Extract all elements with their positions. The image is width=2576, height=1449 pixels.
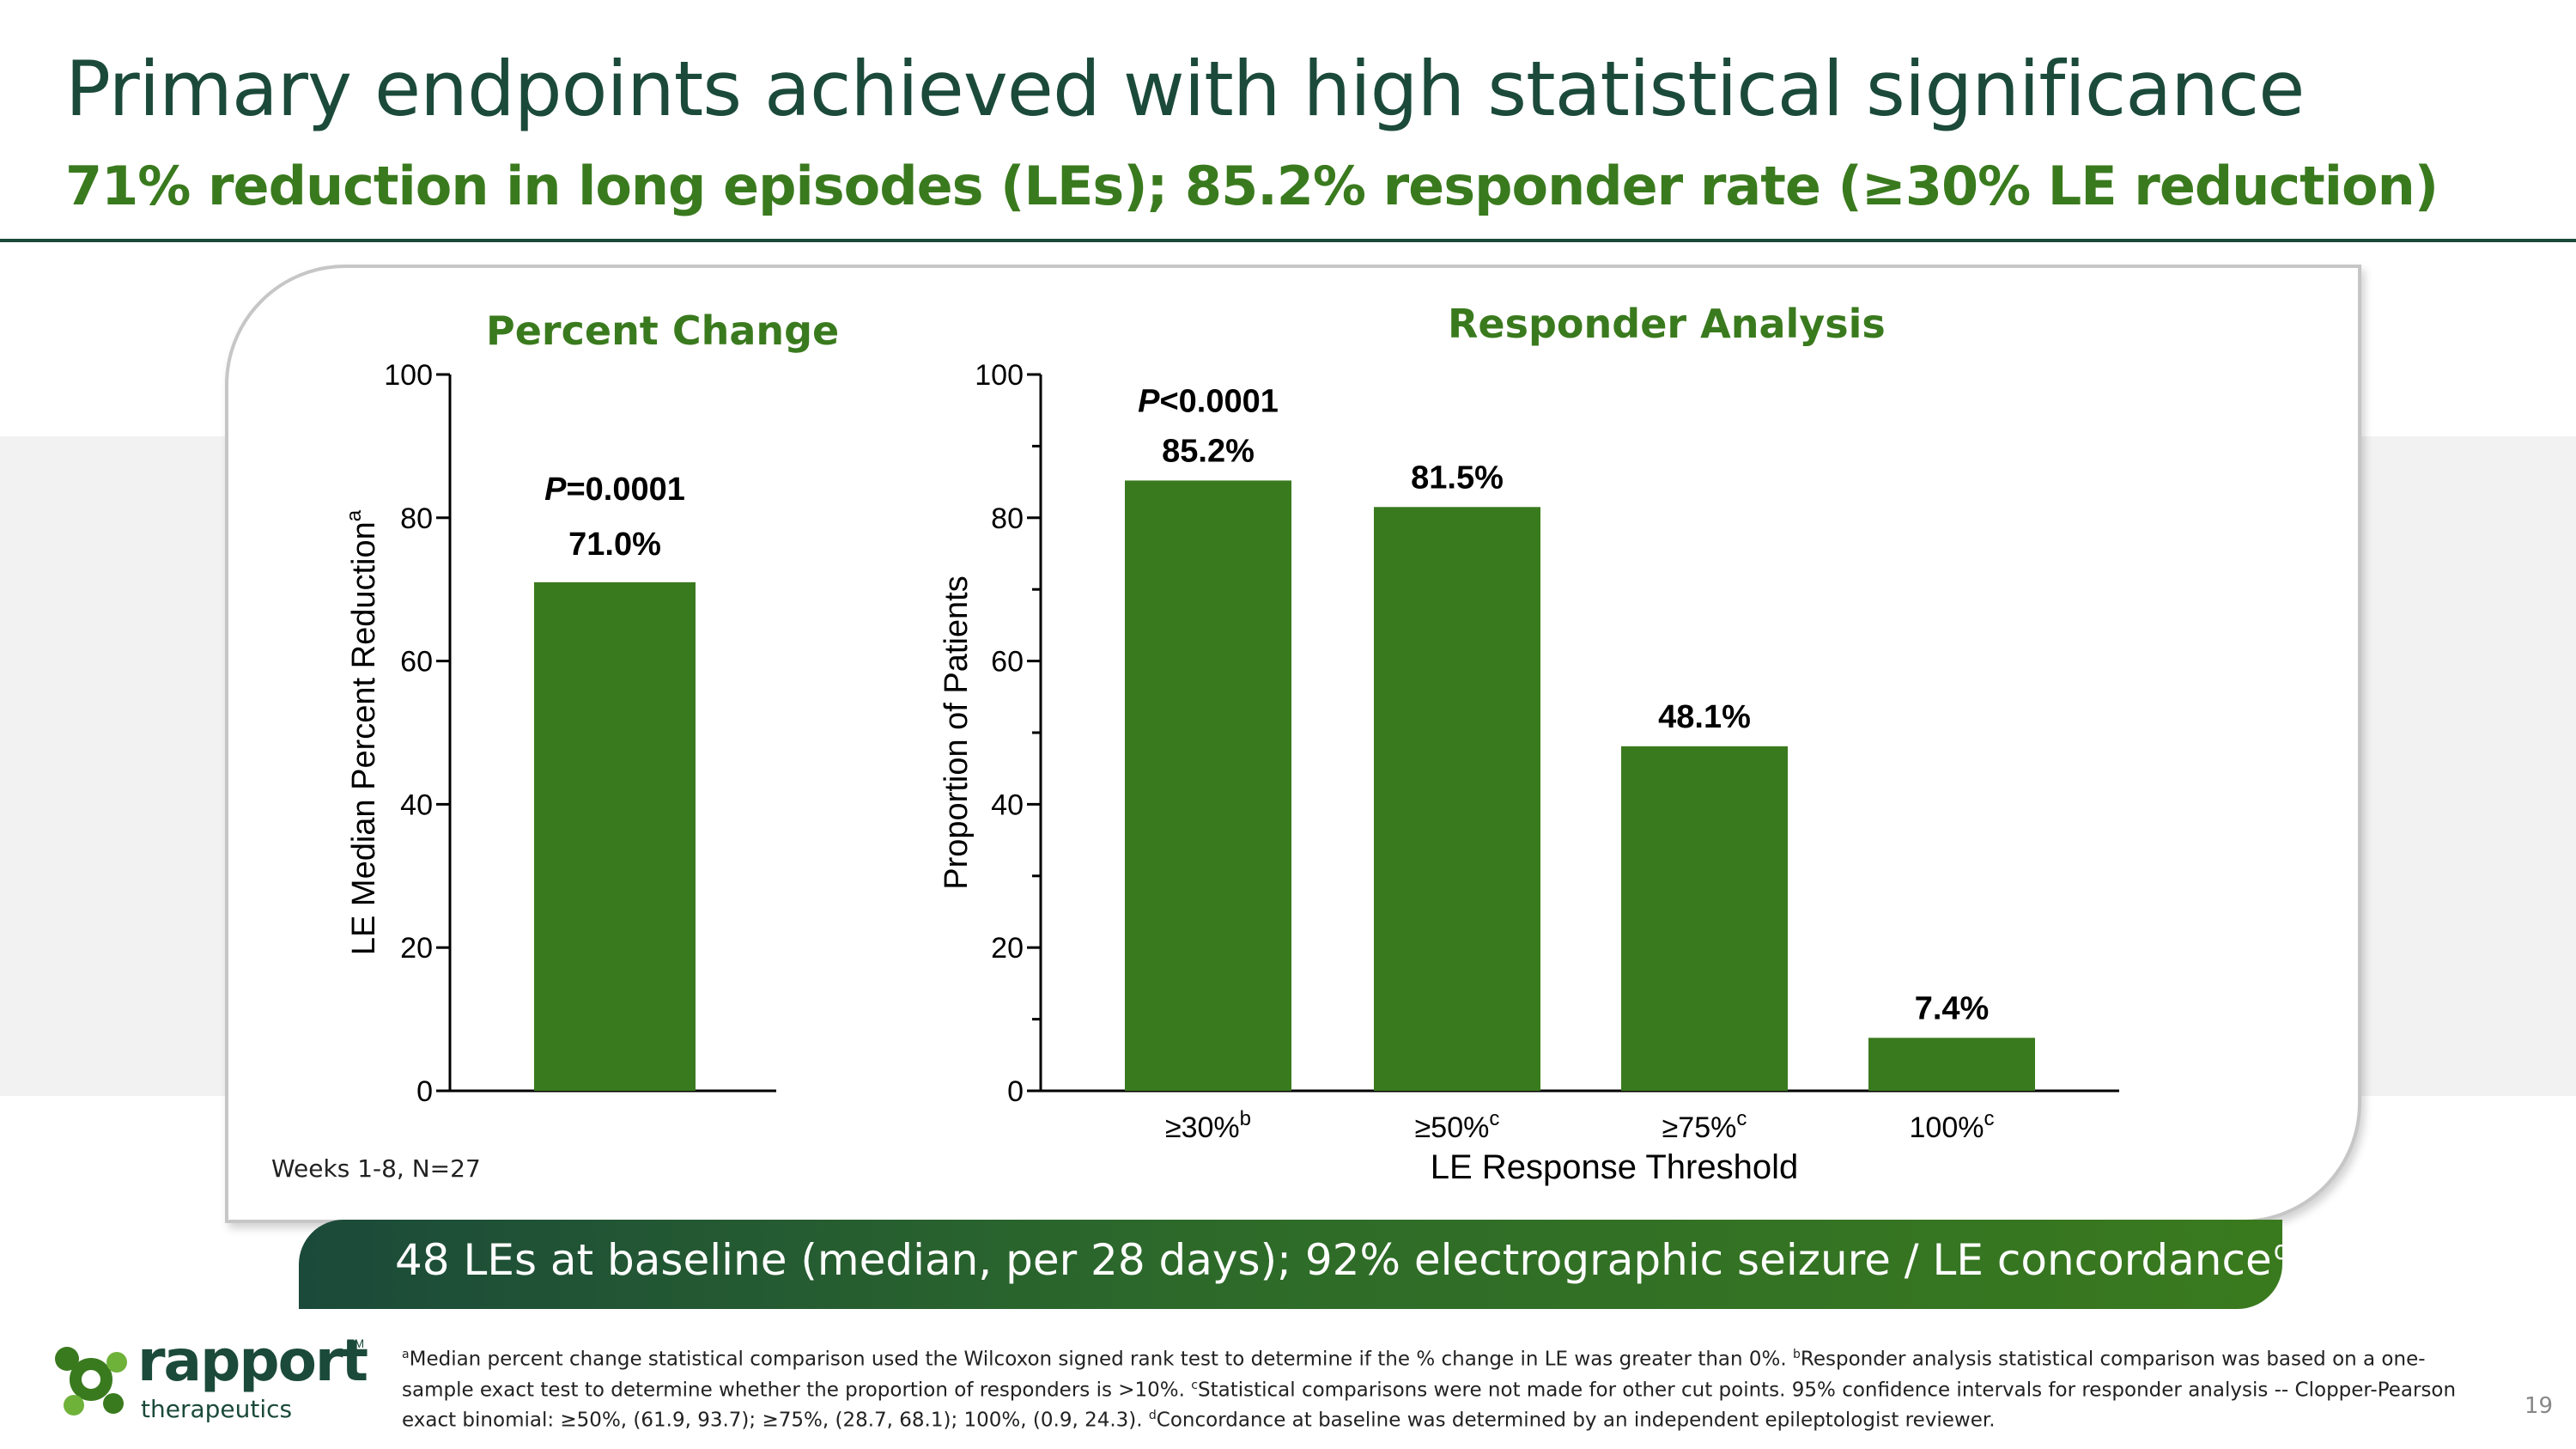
footnote-d: Concordance at baseline was determined b… <box>1156 1409 1996 1432</box>
responder-bar <box>1374 507 1540 1091</box>
responder-category-label: 100%c <box>1910 1107 1995 1144</box>
logo-mark-icon <box>55 1347 127 1416</box>
percent-change-y-axis-label: LE Median Percent Reductiona <box>343 509 382 955</box>
baseline-text: 48 LEs at baseline (median, per 28 days)… <box>395 1235 2290 1285</box>
responder-value-label: 85.2% <box>1162 433 1255 469</box>
footnote-a: Median percent change statistical compar… <box>409 1348 1787 1371</box>
percent-change-value-label: 71.0% <box>568 527 661 563</box>
logo-trademark: TM <box>347 1336 365 1350</box>
percent-change-y-tick-label: 80 <box>400 502 433 535</box>
baseline-banner: 48 LEs at baseline (median, per 28 days)… <box>299 1220 2290 1309</box>
percent-change-title: Percent Change <box>486 307 840 354</box>
percent-change-bar <box>534 581 696 1091</box>
logo-subtitle: therapeutics <box>141 1395 293 1423</box>
percent-change-y-tick-label: 0 <box>416 1075 433 1108</box>
responder-bar <box>1868 1038 2035 1091</box>
responder-value-label: 81.5% <box>1411 460 1504 496</box>
slide-subtitle: 71% reduction in long episodes (LEs); 85… <box>65 155 2439 217</box>
responder-y-tick-label: 60 <box>991 646 1024 679</box>
rapport-logo: rapport TM therapeutics <box>48 1333 374 1428</box>
responder-category-label: ≥75%c <box>1662 1107 1747 1144</box>
responder-y-tick-label: 80 <box>991 502 1024 535</box>
percent-change-y-tick-label: 100 <box>384 359 433 392</box>
responder-bar <box>1125 480 1291 1091</box>
responder-category-label: ≥30%b <box>1165 1107 1251 1144</box>
weeks-note: Weeks 1-8, N=27 <box>271 1154 481 1183</box>
slide-title: Primary endpoints achieved with high sta… <box>65 45 2305 133</box>
responder-value-label: 7.4% <box>1915 990 1990 1026</box>
percent-change-y-tick-label: 40 <box>400 788 433 821</box>
footnote-c: Statistical comparisons were not made fo… <box>402 1379 2457 1432</box>
responder-value-label: 48.1% <box>1658 699 1751 735</box>
responder-y-tick-label: 100 <box>975 359 1024 392</box>
logo-wordmark: rapport <box>137 1328 368 1394</box>
percent-change-y-tick-label: 20 <box>400 932 433 965</box>
page-number: 19 <box>2524 1393 2554 1419</box>
footnote-b: Responder analysis statistical compariso… <box>402 1348 2426 1402</box>
responder-y-tick-label: 20 <box>991 932 1024 965</box>
responder-analysis-title: Responder Analysis <box>1448 301 1886 347</box>
baseline-footnote-mark: d <box>2273 1236 2290 1267</box>
percent-change-y-tick-label: 60 <box>400 646 433 679</box>
responder-bar <box>1621 746 1788 1091</box>
responder-x-axis-label: LE Response Threshold <box>1431 1148 1798 1186</box>
footnotes: aMedian percent change statistical compa… <box>402 1348 2457 1432</box>
title-divider <box>0 239 2576 242</box>
responder-category-label: ≥50%c <box>1415 1107 1500 1144</box>
responder-y-tick-label: 40 <box>991 788 1024 821</box>
responder-y-axis-label: Proportion of Patients <box>939 575 975 889</box>
responder-y-tick-label: 0 <box>1007 1075 1024 1108</box>
responder-p-value: P<0.0001 <box>1138 383 1279 419</box>
percent-change-p-value: P=0.0001 <box>544 472 685 508</box>
